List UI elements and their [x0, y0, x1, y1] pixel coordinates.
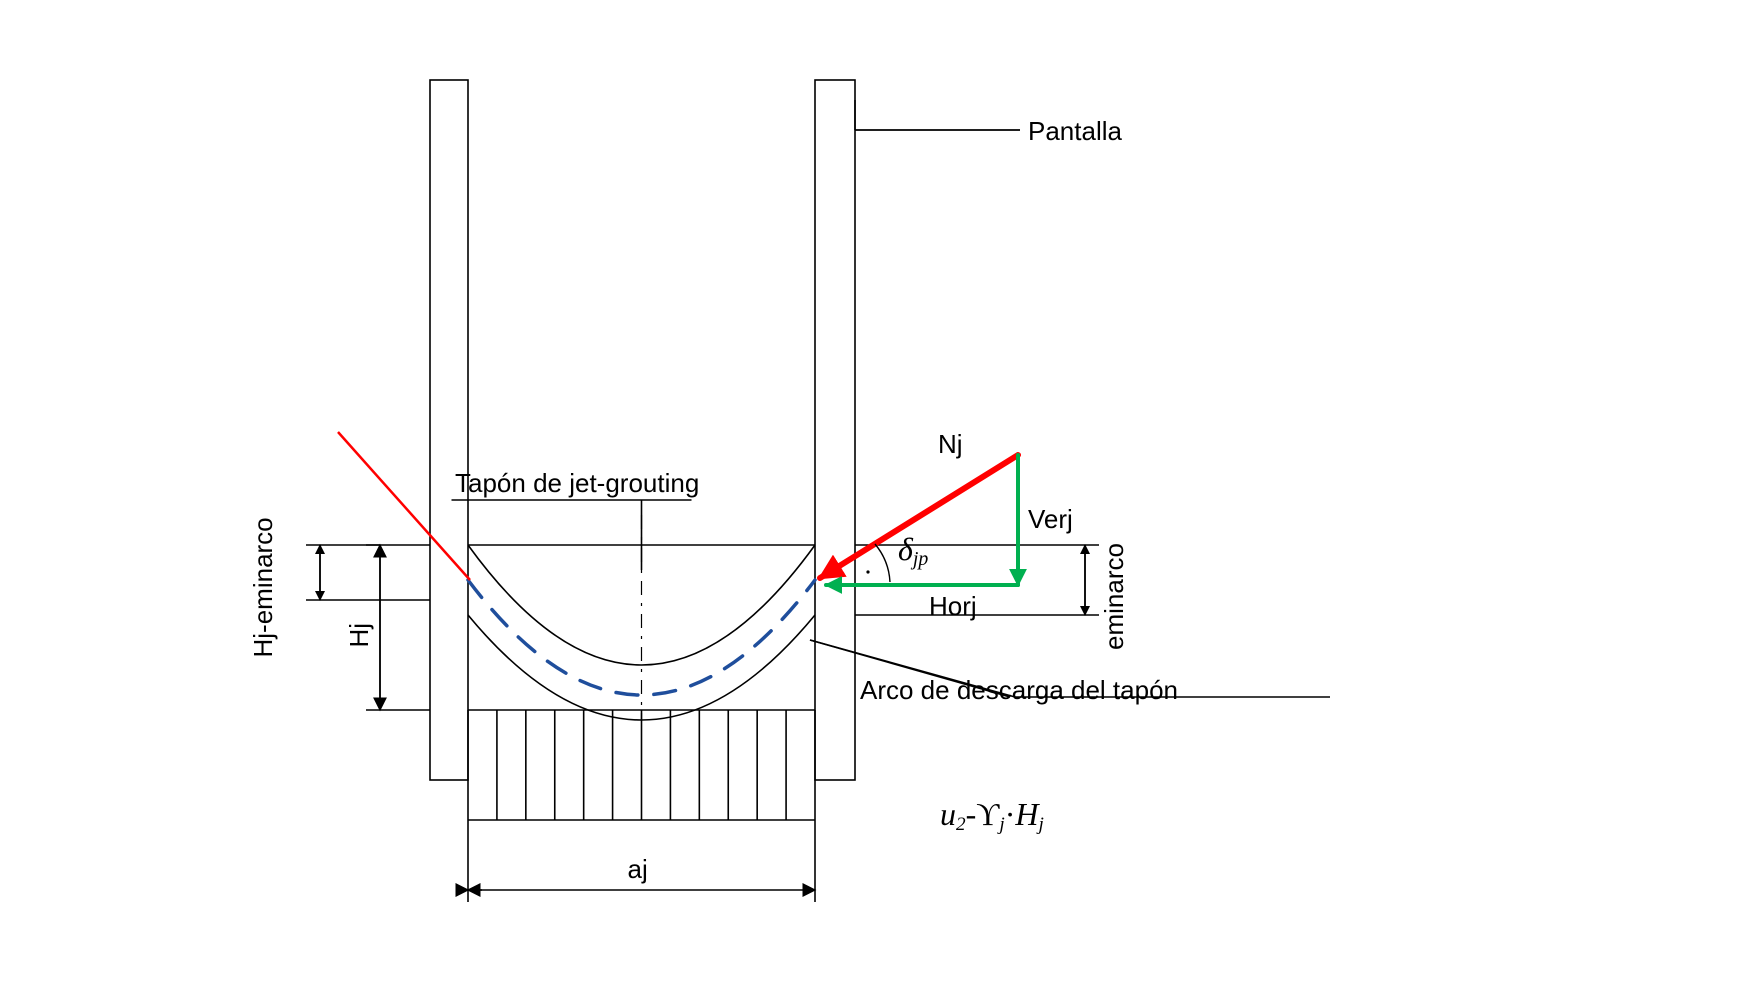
svg-text:aj: aj	[628, 854, 648, 884]
svg-text:Horj: Horj	[929, 591, 977, 621]
svg-text:Nj: Nj	[938, 429, 963, 459]
svg-text:u2-ϒj·Hj: u2-ϒj·Hj	[940, 796, 1044, 835]
svg-text:Hj: Hj	[344, 623, 374, 648]
svg-text:Hj-eminarco: Hj-eminarco	[248, 517, 278, 657]
svg-text:Verj: Verj	[1028, 504, 1073, 534]
svg-text:δjp: δjp	[898, 531, 928, 570]
svg-text:Pantalla: Pantalla	[1028, 116, 1122, 146]
svg-text:Tapón de jet-grouting: Tapón de jet-grouting	[455, 468, 699, 498]
svg-text:eminarco: eminarco	[1099, 543, 1129, 650]
svg-text:Arco de descarga del tapón: Arco de descarga del tapón	[860, 675, 1178, 705]
